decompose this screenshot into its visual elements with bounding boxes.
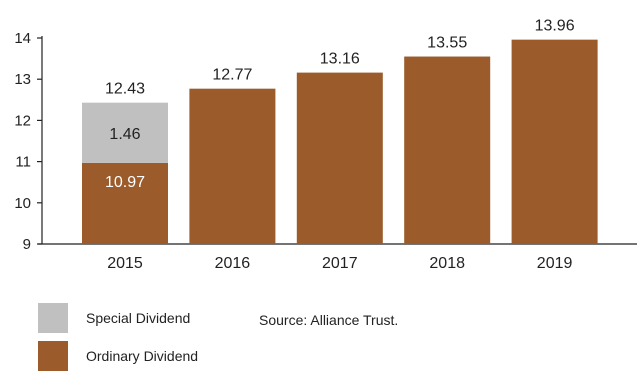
x-tick-label: 2016	[215, 255, 251, 272]
bar-ordinary-dividend	[189, 88, 276, 245]
y-tick-label: 10	[14, 195, 31, 212]
legend-label-ordinary-dividend: Ordinary Dividend	[86, 348, 199, 364]
x-tick-label: 2015	[107, 255, 143, 272]
legend-swatch-ordinary-dividend	[38, 341, 68, 371]
dividend-bar-chart: 9 10 11 12 13 14 10.97 1.46 12.43 2015 12.77 2016 13…	[14, 18, 637, 272]
bar-special-dividend	[82, 102, 168, 163]
bar-ordinary-dividend	[296, 72, 383, 244]
legend-item-special-dividend: Special Dividend	[38, 303, 190, 333]
y-tick-label: 14	[14, 30, 31, 47]
x-tick-label: 2018	[429, 255, 465, 272]
x-tick-label: 2017	[322, 255, 358, 272]
legend: Special Dividend Ordinary Dividend Sourc…	[0, 290, 637, 371]
bar-ordinary-dividend	[511, 39, 598, 245]
data-label-total: 13.16	[320, 51, 360, 68]
data-label-special-dividend: 1.46	[109, 126, 140, 143]
data-label-total: 13.96	[535, 18, 575, 35]
bar-ordinary-dividend	[404, 56, 491, 244]
bar-ordinary-dividend	[82, 162, 168, 244]
legend-swatch-special-dividend	[38, 303, 68, 333]
x-tick-label: 2019	[537, 255, 573, 272]
y-tick-label: 12	[14, 112, 31, 129]
data-label-total: 12.43	[105, 81, 145, 98]
source-note: Source: Alliance Trust.	[259, 312, 399, 328]
data-label-total: 12.77	[212, 67, 252, 84]
y-tick-label: 13	[14, 71, 31, 88]
data-label-ordinary-dividend: 10.97	[105, 174, 145, 191]
legend-label-special-dividend: Special Dividend	[86, 310, 191, 326]
data-label-total: 13.55	[427, 35, 467, 52]
y-tick-label: 11	[15, 154, 31, 171]
legend-item-ordinary-dividend: Ordinary Dividend	[38, 341, 198, 371]
y-tick-label: 9	[23, 236, 31, 253]
